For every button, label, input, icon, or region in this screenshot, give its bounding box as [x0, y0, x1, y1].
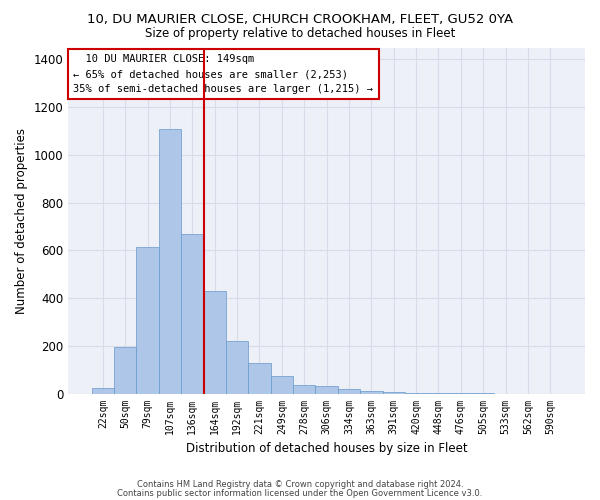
Bar	[114, 347, 136, 394]
Text: Contains public sector information licensed under the Open Government Licence v3: Contains public sector information licen…	[118, 488, 482, 498]
Text: 10 DU MAURIER CLOSE: 149sqm  
← 65% of detached houses are smaller (2,253)
35% o: 10 DU MAURIER CLOSE: 149sqm ← 65% of det…	[73, 54, 373, 94]
Bar	[92, 388, 114, 394]
Bar	[136, 247, 159, 394]
Bar	[271, 376, 293, 394]
Bar	[159, 128, 181, 394]
Bar	[338, 389, 360, 394]
Bar	[316, 386, 338, 394]
Bar	[293, 385, 316, 394]
Bar	[405, 393, 427, 394]
Bar	[360, 391, 383, 394]
Text: 10, DU MAURIER CLOSE, CHURCH CROOKHAM, FLEET, GU52 0YA: 10, DU MAURIER CLOSE, CHURCH CROOKHAM, F…	[87, 12, 513, 26]
Bar	[203, 291, 226, 394]
Text: Size of property relative to detached houses in Fleet: Size of property relative to detached ho…	[145, 28, 455, 40]
X-axis label: Distribution of detached houses by size in Fleet: Distribution of detached houses by size …	[186, 442, 467, 455]
Text: Contains HM Land Registry data © Crown copyright and database right 2024.: Contains HM Land Registry data © Crown c…	[137, 480, 463, 489]
Bar	[226, 341, 248, 394]
Y-axis label: Number of detached properties: Number of detached properties	[15, 128, 28, 314]
Bar	[383, 392, 405, 394]
Bar	[181, 234, 203, 394]
Bar	[248, 362, 271, 394]
